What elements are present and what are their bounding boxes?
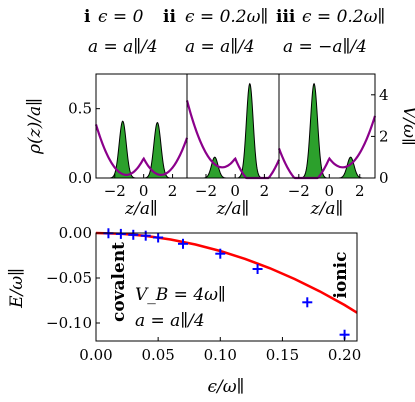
annotation-covalent: covalent xyxy=(109,242,129,322)
energy-point xyxy=(140,230,151,241)
density-peak-1-0 xyxy=(202,156,227,179)
energy-point xyxy=(215,248,226,259)
panel-ii-eps: ϵ = 0.2ω∥ xyxy=(185,7,268,27)
top-xtick-label: 2 xyxy=(260,182,270,200)
bottom-plot-frame xyxy=(95,232,358,342)
energy-point xyxy=(302,297,313,308)
top-xtick-label: 2 xyxy=(168,182,178,200)
top-ytick-label: 0.0 xyxy=(68,169,92,187)
panel-iii-a: a = −a∥/4 xyxy=(283,37,367,57)
panel-iii-roman: iii xyxy=(276,7,296,27)
panel-iii-eps: ϵ = 0.2ω∥ xyxy=(302,7,385,27)
annotation-ionic: ionic xyxy=(331,252,351,299)
bottom-xtick-label: 0.00 xyxy=(79,346,112,364)
top-xlabel-0: z/a∥ xyxy=(124,199,158,219)
density-peak-2-1 xyxy=(338,156,363,179)
top-xtick-label: 0 xyxy=(230,182,240,200)
top-y2tick-label: 4 xyxy=(379,86,389,104)
energy-point xyxy=(115,228,126,239)
density-peak-1-1 xyxy=(237,82,262,179)
top-xtick-label: −2 xyxy=(104,182,126,200)
bottom-ticks: 0.00 0.05 0.10 0.15 0.20 0.00 −0.05 −0.10 xyxy=(46,224,361,364)
annotation-vb: V_B = 4ω∥ xyxy=(135,285,226,305)
bottom-xlabel: ϵ/ω∥ xyxy=(208,377,245,397)
energy-point xyxy=(178,238,188,249)
top-ytick-label: 0.5 xyxy=(68,100,92,118)
density-peak-0-1 xyxy=(144,121,170,179)
panel-i-roman: i xyxy=(84,7,91,27)
top-ylabel: ρ(z)/a∥ xyxy=(25,98,45,155)
potential-curve-1 xyxy=(185,100,281,180)
energy-plot xyxy=(95,228,358,340)
top-xtick-label: 0 xyxy=(325,182,335,200)
top-y2tick-label: 2 xyxy=(379,127,389,145)
top-y2tick-label: 0 xyxy=(379,169,389,187)
panel-headers: i ϵ = 0 a = a∥/4 ii ϵ = 0.2ω∥ a = a∥/4 i… xyxy=(84,7,385,57)
top-xlabel-2: z/a∥ xyxy=(310,199,344,219)
panel-ii-roman: ii xyxy=(163,7,176,27)
panel-ii-a: a = a∥/4 xyxy=(185,37,255,57)
top-xtick-label: 2 xyxy=(355,182,365,200)
energy-point xyxy=(252,264,263,274)
bottom-xtick-label: 0.15 xyxy=(266,346,299,364)
bottom-xtick-label: 0.10 xyxy=(204,346,237,364)
top-xlabel-1: z/a∥ xyxy=(216,199,250,219)
density-peak-0-0 xyxy=(110,120,136,179)
energy-point xyxy=(153,232,164,243)
density-panels xyxy=(94,82,377,180)
panel-i-a: a = a∥/4 xyxy=(88,37,158,57)
potential-curve-2 xyxy=(277,115,377,180)
top-y2label: V/ω∥ xyxy=(399,106,415,146)
bottom-xtick-label: 0.05 xyxy=(141,346,174,364)
potential-curve-0 xyxy=(94,124,189,176)
bottom-ylabel: E/ω∥ xyxy=(7,268,27,309)
top-xtick-label: −2 xyxy=(195,182,217,200)
bottom-xtick-label: 0.20 xyxy=(328,346,361,364)
bottom-ytick-label: −0.10 xyxy=(46,314,92,332)
bottom-ytick-label: 0.00 xyxy=(59,224,92,242)
bottom-ytick-label: −0.05 xyxy=(46,269,92,287)
top-xtick-label: −2 xyxy=(288,182,310,200)
top-xtick-label: 0 xyxy=(139,182,149,200)
density-peak-2-0 xyxy=(301,82,327,179)
panel-i-eps: ϵ = 0 xyxy=(98,7,144,27)
energy-point xyxy=(128,229,139,240)
annotation-a: a = a∥/4 xyxy=(135,311,205,331)
